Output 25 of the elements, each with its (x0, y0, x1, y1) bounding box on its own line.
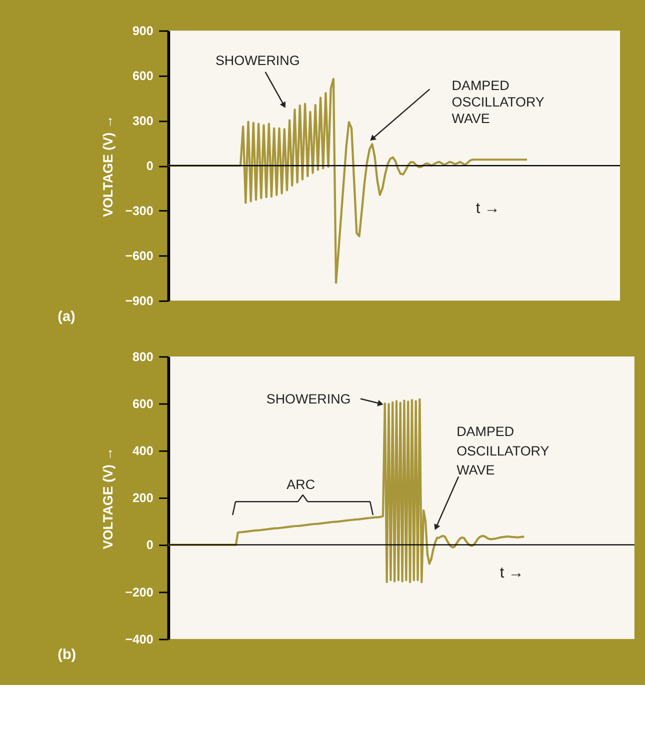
annotation: DAMPED OSCILLATORY WAVE (456, 424, 550, 478)
y-axis-title: VOLTAGE (V) → (100, 447, 116, 550)
y-tick-label: 600 (132, 68, 154, 83)
annotation: SHOWERING (266, 392, 351, 407)
annotation: DAMPED OSCILLATORY WAVE (452, 78, 544, 126)
y-tick-label: 0 (146, 158, 154, 173)
x-axis-title: t → (500, 564, 524, 582)
annotation: SHOWERING (215, 53, 300, 68)
y-tick-label: 0 (146, 538, 154, 552)
text: (b) (58, 647, 76, 664)
y-tick-label: 600 (132, 396, 154, 411)
y-tick-label: −600 (125, 248, 154, 263)
y-tick-label: 900 (132, 24, 154, 38)
x-axis-title: t → (476, 200, 500, 218)
y-axis-title: VOLTAGE (V) → (100, 115, 116, 217)
y-tick-label: −200 (125, 585, 154, 600)
y-tick-label: −900 (125, 294, 154, 308)
y-tick-label: −400 (125, 632, 154, 646)
y-tick-label: −300 (125, 204, 154, 218)
y-tick-label: 200 (132, 491, 154, 506)
y-tick-label: 800 (132, 350, 154, 364)
y-tick-label: 400 (132, 444, 154, 458)
y-tick-label: 300 (132, 114, 154, 128)
annotation: ARC (286, 477, 316, 492)
text: (a) (58, 308, 76, 325)
